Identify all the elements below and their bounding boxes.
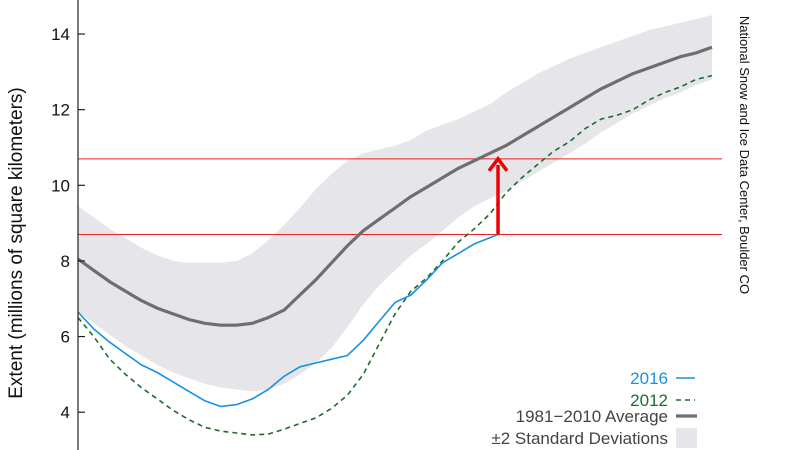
y-axis: 4 6 8 10 12 14 — [51, 0, 85, 450]
legend-label-band: ±2 Standard Deviations — [491, 429, 668, 448]
y-tick-label-10: 10 — [51, 176, 70, 195]
y-tick-label-4: 4 — [61, 403, 70, 422]
y-tick-label-6: 6 — [61, 328, 70, 347]
std-dev-band — [78, 15, 712, 392]
legend-label-s2012: 2012 — [630, 391, 668, 410]
series-2012-line — [77, 74, 713, 436]
series-2016-line — [77, 233, 499, 408]
series-average-line — [77, 45, 713, 327]
legend-swatch-band — [676, 428, 697, 448]
y-tick-label-12: 12 — [51, 101, 70, 120]
y-tick-label-14: 14 — [51, 25, 70, 44]
arrow-head — [487, 155, 509, 172]
series-lines-layer — [77, 45, 713, 436]
y-tick-label-8: 8 — [61, 252, 70, 271]
std-dev-band-layer — [78, 15, 712, 392]
credit-text: National Snow and Ice Data Center, Bould… — [737, 16, 752, 294]
legend-label-average: 1981−2010 Average — [516, 407, 668, 426]
y-axis-title: Extent (millions of square kilometers) — [6, 87, 27, 399]
arrow-layer — [487, 155, 509, 235]
legend-label-s2016: 2016 — [630, 369, 668, 388]
reference-lines-layer — [78, 158, 722, 235]
